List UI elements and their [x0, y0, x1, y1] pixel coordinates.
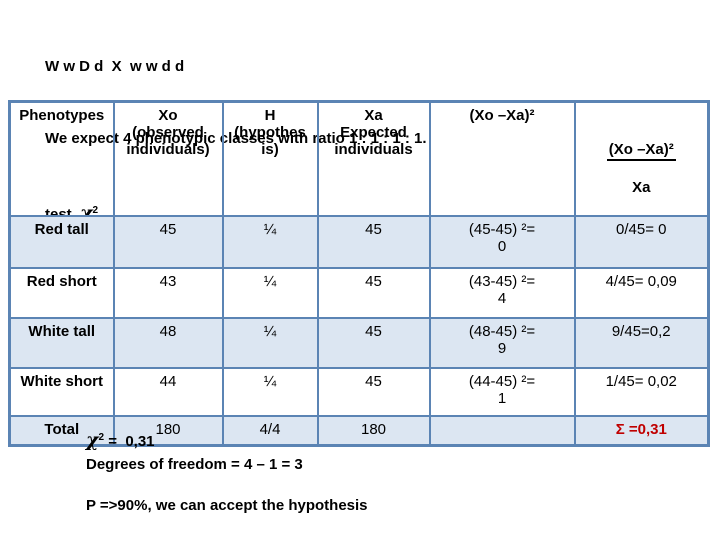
total-label-cell: Total: [8, 415, 115, 446]
col-header-hypothesis: H (hypothes is): [221, 100, 319, 217]
chi-component-cell: 1/45= 0,02: [573, 367, 710, 417]
squared-deviation-cell: (43-45) ²= 4: [428, 267, 576, 319]
chi-component-cell: 9/45=0,2: [573, 317, 710, 369]
hypothesis-cell: ¼: [221, 367, 319, 417]
conclusion-block: χ2 = 0,31 Degrees of freedom = 4 – 1 = 3…: [86, 426, 368, 517]
col-header-phenotypes: Phenotypes: [8, 100, 115, 217]
observed-cell: 44: [112, 367, 224, 417]
phenotype-cell: White short: [8, 367, 115, 417]
col-header-expected: Xa Expected individuals: [316, 100, 431, 217]
observed-cell: 43: [112, 267, 224, 319]
chi-square-value: = 0,31: [104, 433, 155, 450]
chi-component-cell: 4/45= 0,09: [573, 267, 710, 319]
header-row: Phenotypes Xo (observed individuals) H (…: [8, 100, 710, 217]
p-value-conclusion-line: P =>90%, we can accept the hypothesis: [86, 497, 368, 514]
chi-square-result-line: χ2 = 0,31: [86, 426, 368, 453]
fraction: (Xo –Xa)² Xa: [606, 124, 676, 213]
expected-cell: 45: [316, 317, 431, 369]
squared-deviation-cell: (45-45) ²= 0: [428, 215, 576, 269]
hypothesis-cell: ¼: [221, 317, 319, 369]
chi-symbol: χ: [86, 429, 99, 451]
total-observed-cell: 180: [112, 415, 224, 446]
sigma-sum-value: Σ =0,31: [615, 421, 667, 438]
phenotype-cell: White tall: [8, 317, 115, 369]
observed-cell: 45: [112, 215, 224, 269]
degrees-of-freedom-line: Degrees of freedom = 4 – 1 = 3: [86, 456, 303, 473]
total-squared-deviation-cell: [428, 415, 576, 446]
expected-cell: 45: [316, 215, 431, 269]
chi-square-sum-cell: Σ =0,31: [573, 415, 710, 446]
cross-line: W w D d X w w d d: [45, 58, 185, 75]
col-header-chi-component: (Xo –Xa)² Xa: [573, 100, 710, 217]
observed-cell: 48: [112, 317, 224, 369]
total-hypothesis-cell: 4/4: [221, 415, 319, 446]
fraction-numerator: (Xo –Xa)²: [606, 141, 676, 161]
expected-cell: 45: [316, 367, 431, 417]
phenotype-cell: Red short: [8, 267, 115, 319]
hypothesis-cell: ¼: [221, 267, 319, 319]
chi-component-cell: 0/45= 0: [573, 215, 710, 269]
expected-cell: 45: [316, 267, 431, 319]
hypothesis-cell: ¼: [221, 215, 319, 269]
squared-deviation-cell: (48-45) ²= 9: [428, 317, 576, 369]
table-row-total: Total 180 4/4 180 Σ =0,31: [8, 415, 710, 446]
col-header-squared-deviation: (Xo –Xa)²: [428, 100, 576, 217]
chi-superscript: 2: [98, 432, 105, 443]
table-row-white-short: White short 44 ¼ 45 (44-45) ²= 1 1/45= 0…: [8, 367, 710, 417]
total-expected-cell: 180: [316, 415, 431, 446]
col-header-observed: Xo (observed individuals): [112, 100, 224, 217]
fraction-denominator: Xa: [632, 179, 651, 196]
squared-deviation-cell: (44-45) ²= 1: [428, 367, 576, 417]
chi-square-table: Phenotypes Xo (observed individuals) H (…: [8, 100, 710, 447]
table-row-white-tall: White tall 48 ¼ 45 (48-45) ²= 9 9/45=0,2: [8, 317, 710, 369]
table-row-red-tall: Red tall 45 ¼ 45 (45-45) ²= 0 0/45= 0: [8, 215, 710, 269]
table-row-red-short: Red short 43 ¼ 45 (43-45) ²= 4 4/45= 0,0…: [8, 267, 710, 319]
phenotype-cell: Red tall: [8, 215, 115, 269]
